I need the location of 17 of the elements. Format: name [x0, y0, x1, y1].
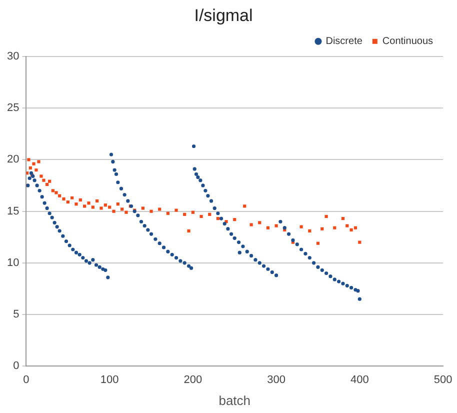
x-axis-title: batch: [218, 392, 251, 408]
y-tick-label: 0: [13, 360, 20, 372]
y-tick-label: 15: [6, 205, 20, 218]
x-tick-label: 300: [267, 374, 286, 386]
x-tick-label: 500: [434, 374, 452, 386]
legend-label: Continuous: [382, 36, 434, 48]
legend-label: Discrete: [326, 36, 363, 48]
y-tick-label: 5: [13, 308, 20, 321]
x-tick-label: 200: [184, 374, 202, 386]
x-tick-label: 100: [100, 374, 119, 386]
y-tick-label: 20: [6, 154, 20, 166]
x-tick-label: 0: [23, 374, 30, 386]
y-tick-label: 30: [6, 50, 20, 62]
chart-title: I/sigmal: [194, 6, 253, 25]
x-tick-label: 400: [350, 374, 369, 386]
y-tick-label: 10: [6, 256, 20, 269]
y-tick-label: 25: [6, 102, 20, 114]
